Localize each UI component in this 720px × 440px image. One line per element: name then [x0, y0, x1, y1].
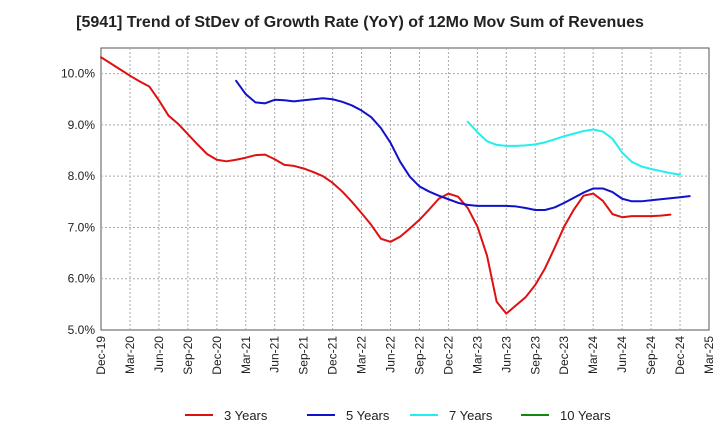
- x-tick-label: Dec-21: [326, 336, 340, 375]
- x-tick-label: Jun-24: [615, 336, 629, 373]
- legend-label: 3 Years: [224, 408, 268, 423]
- legend-label: 10 Years: [560, 408, 611, 423]
- y-tick-label: 9.0%: [68, 118, 96, 132]
- legend: 3 Years 5 Years 7 Years 10 Years: [185, 408, 611, 423]
- x-axis: Dec-19 Mar-20 Jun-20 Sep-20 Dec-20 Mar-21 Jun-…: [94, 336, 716, 375]
- x-tick-label: Jun-23: [499, 336, 513, 373]
- legend-label: 7 Years: [449, 408, 493, 423]
- chart-title: [5941] Trend of StDev of Growth Rate (Yo…: [76, 14, 644, 31]
- x-tick-label: Jun-20: [152, 336, 166, 373]
- x-tick-label: Jun-21: [268, 336, 282, 373]
- x-tick-label: Dec-19: [94, 336, 108, 375]
- x-tick-label: Mar-25: [702, 336, 716, 374]
- x-tick-label: Mar-23: [470, 336, 484, 374]
- series-lines: [100, 56, 691, 315]
- x-tick-label: Sep-22: [412, 336, 426, 375]
- legend-label: 5 Years: [346, 408, 390, 423]
- x-tick-label: Dec-20: [210, 336, 224, 375]
- y-tick-label: 10.0%: [61, 67, 95, 81]
- x-tick-label: Sep-20: [181, 336, 195, 375]
- y-tick-label: 6.0%: [68, 272, 96, 286]
- x-tick-label: Jun-22: [384, 336, 398, 373]
- x-tick-label: Sep-21: [297, 336, 311, 375]
- x-tick-label: Mar-24: [586, 336, 600, 374]
- x-tick-label: Sep-24: [644, 336, 658, 375]
- x-tick-label: Dec-22: [441, 336, 455, 375]
- x-tick-label: Mar-22: [355, 336, 369, 374]
- series-line-3-years: [100, 56, 672, 315]
- x-tick-label: Mar-20: [123, 336, 137, 374]
- plot-area: [100, 47, 710, 331]
- x-tick-label: Dec-23: [557, 336, 571, 375]
- y-axis: 5.0% 6.0% 7.0% 8.0% 9.0% 10.0%: [61, 67, 95, 337]
- x-tick-label: Sep-23: [528, 336, 542, 375]
- y-tick-label: 5.0%: [68, 323, 96, 337]
- series-line-7-years: [466, 120, 682, 176]
- grid: [101, 48, 709, 330]
- y-tick-label: 8.0%: [68, 169, 96, 183]
- y-tick-label: 7.0%: [68, 220, 96, 234]
- series-line-5-years: [235, 79, 691, 212]
- x-tick-label: Dec-24: [673, 336, 687, 375]
- x-tick-label: Mar-21: [239, 336, 253, 374]
